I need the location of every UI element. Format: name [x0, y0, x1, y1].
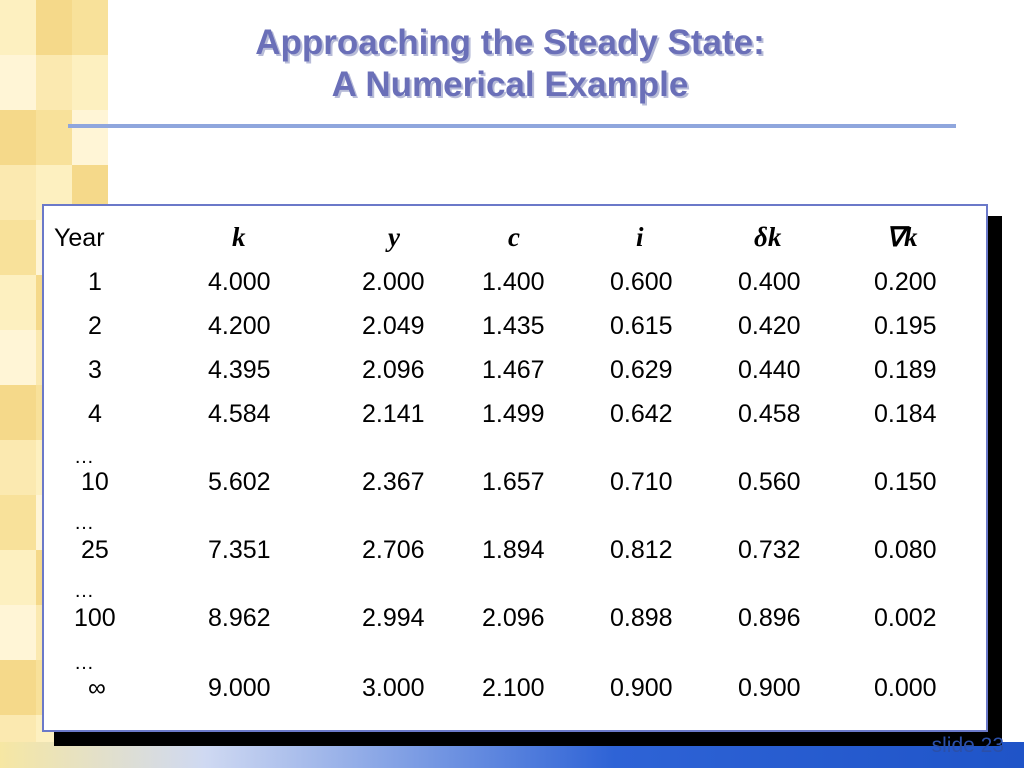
cell-value: 2.096: [482, 604, 545, 632]
decorative-tile: [72, 55, 108, 110]
title-line-1: Approaching the Steady State:: [255, 23, 765, 62]
decorative-bottom-band: [0, 742, 1024, 768]
cell-value: 0.732: [738, 536, 801, 564]
cell-year: 100: [74, 604, 116, 632]
header-i: i: [636, 222, 644, 252]
cell-value: 0.615: [610, 312, 673, 340]
cell-value: 2.000: [362, 268, 425, 296]
cell-value: 0.900: [738, 674, 801, 702]
cell-value: 7.351: [208, 536, 271, 564]
cell-year: 1: [88, 268, 102, 296]
cell-value: 0.184: [874, 400, 937, 428]
decorative-tile: [0, 550, 36, 605]
decorative-tile: [0, 605, 36, 660]
header-c: c: [508, 222, 520, 252]
header-y: y: [388, 222, 400, 252]
cell-value: 2.049: [362, 312, 425, 340]
cell-value: 4.000: [208, 268, 271, 296]
cell-value: 0.900: [610, 674, 673, 702]
cell-year: 2: [88, 312, 102, 340]
header-year: Year: [54, 224, 105, 252]
decorative-tile: [0, 110, 36, 165]
cell-value: 0.896: [738, 604, 801, 632]
cell-value: 0.420: [738, 312, 801, 340]
cell-value: 0.440: [738, 356, 801, 384]
cell-value: 0.560: [738, 468, 801, 496]
cell-value: 0.898: [610, 604, 673, 632]
decorative-tile: [0, 220, 36, 275]
cell-value: 0.629: [610, 356, 673, 384]
slide-number: slide 23: [931, 734, 1004, 757]
cell-value: 1.894: [482, 536, 545, 564]
cell-value: 2.100: [482, 674, 545, 702]
decorative-tile: [36, 110, 72, 165]
cell-value: 0.642: [610, 400, 673, 428]
title-divider: [68, 124, 956, 128]
cell-value: 2.096: [362, 356, 425, 384]
decorative-tile: [0, 660, 36, 715]
cell-value: 1.435: [482, 312, 545, 340]
slide-title: Approaching the Steady State: A Numerica…: [130, 22, 890, 106]
header-change-k: ∇k: [886, 222, 918, 252]
cell-value: 4.200: [208, 312, 271, 340]
cell-value: 2.141: [362, 400, 425, 428]
decorative-tile: [0, 165, 36, 220]
ellipsis-row: …: [74, 652, 94, 674]
cell-value: 2.706: [362, 536, 425, 564]
ellipsis-row: …: [74, 446, 94, 468]
cell-value: 1.657: [482, 468, 545, 496]
header-delta-k: δk: [754, 222, 782, 252]
cell-value: 0.189: [874, 356, 937, 384]
cell-value: 1.400: [482, 268, 545, 296]
ellipsis-row: …: [74, 580, 94, 602]
cell-value: 0.002: [874, 604, 937, 632]
cell-value: 0.150: [874, 468, 937, 496]
cell-year: 10: [81, 468, 109, 496]
cell-value: 0.000: [874, 674, 937, 702]
decorative-tile: [0, 330, 36, 385]
cell-value: 8.962: [208, 604, 271, 632]
cell-value: 4.395: [208, 356, 271, 384]
decorative-tile: [0, 385, 36, 440]
cell-value: 0.080: [874, 536, 937, 564]
cell-value: 2.367: [362, 468, 425, 496]
ellipsis-row: …: [74, 512, 94, 534]
title-line-2: A Numerical Example: [331, 65, 689, 104]
cell-value: 5.602: [208, 468, 271, 496]
cell-value: 2.994: [362, 604, 425, 632]
data-table: Year k y c i δk ∇k 1 4.000 2.000 1.400 0.600…: [42, 204, 988, 732]
decorative-tile: [0, 440, 36, 495]
header-k: k: [232, 222, 246, 252]
cell-year: 4: [88, 400, 102, 428]
cell-value: 0.400: [738, 268, 801, 296]
cell-value: 9.000: [208, 674, 271, 702]
decorative-tile: [72, 0, 108, 55]
cell-value: 0.195: [874, 312, 937, 340]
cell-year: 3: [88, 356, 102, 384]
cell-value: 0.812: [610, 536, 673, 564]
decorative-tile: [36, 55, 72, 110]
cell-value: 0.200: [874, 268, 937, 296]
cell-value: 4.584: [208, 400, 271, 428]
cell-value: 1.467: [482, 356, 545, 384]
decorative-tile: [72, 110, 108, 165]
decorative-tile: [0, 495, 36, 550]
cell-value: 0.600: [610, 268, 673, 296]
decorative-tile: [0, 0, 36, 55]
cell-year: 25: [81, 536, 109, 564]
cell-value: 0.710: [610, 468, 673, 496]
cell-value: 1.499: [482, 400, 545, 428]
decorative-tile: [0, 275, 36, 330]
cell-value: 0.458: [738, 400, 801, 428]
decorative-tile: [36, 0, 72, 55]
decorative-tile: [0, 55, 36, 110]
cell-value: 3.000: [362, 674, 425, 702]
cell-year: ∞: [88, 674, 106, 702]
